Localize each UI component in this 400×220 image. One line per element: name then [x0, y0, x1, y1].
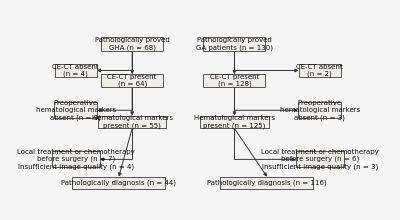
Text: Hematological markers
present (n = 125): Hematological markers present (n = 125): [194, 115, 275, 129]
Text: Pathologically diagnosis (n = 44): Pathologically diagnosis (n = 44): [61, 180, 176, 186]
FancyBboxPatch shape: [298, 102, 342, 118]
FancyBboxPatch shape: [204, 74, 266, 87]
Text: Local treatment or chemotherapy
before surgery (n = 6)
Insufficient image qualit: Local treatment or chemotherapy before s…: [261, 149, 378, 170]
Text: CE-CT absent
(n = 4): CE-CT absent (n = 4): [52, 64, 99, 77]
FancyBboxPatch shape: [296, 151, 344, 167]
FancyBboxPatch shape: [54, 102, 98, 118]
FancyBboxPatch shape: [101, 37, 163, 51]
FancyBboxPatch shape: [220, 177, 314, 189]
Text: Preoperative
hematological markers
absent (n = 9): Preoperative hematological markers absen…: [36, 100, 116, 121]
Text: Pathologically proved
GA patients (n = 130): Pathologically proved GA patients (n = 1…: [196, 37, 273, 51]
FancyBboxPatch shape: [101, 74, 163, 87]
Text: Pathologically diagnosis (n = 116): Pathologically diagnosis (n = 116): [207, 180, 327, 186]
FancyBboxPatch shape: [98, 116, 166, 128]
FancyBboxPatch shape: [299, 64, 341, 77]
Text: CE-CT present
(n = 128): CE-CT present (n = 128): [210, 74, 259, 87]
Text: Preoperative
hematological markers
absent (n = 3): Preoperative hematological markers absen…: [280, 100, 360, 121]
FancyBboxPatch shape: [204, 37, 266, 51]
FancyBboxPatch shape: [200, 116, 268, 128]
Text: Pathologically proved
GHA (n = 68): Pathologically proved GHA (n = 68): [95, 37, 170, 51]
FancyBboxPatch shape: [72, 177, 165, 189]
Text: CE-CT present
(n = 64): CE-CT present (n = 64): [108, 74, 157, 87]
Text: Local treatment or chemotherapy
before surgery (n = 7)
Insufficient image qualit: Local treatment or chemotherapy before s…: [17, 149, 135, 170]
FancyBboxPatch shape: [55, 64, 97, 77]
Text: Hematological markers
present (n = 55): Hematological markers present (n = 55): [92, 115, 173, 129]
Text: CE-CT absent
(n = 2): CE-CT absent (n = 2): [296, 64, 343, 77]
FancyBboxPatch shape: [52, 151, 100, 167]
